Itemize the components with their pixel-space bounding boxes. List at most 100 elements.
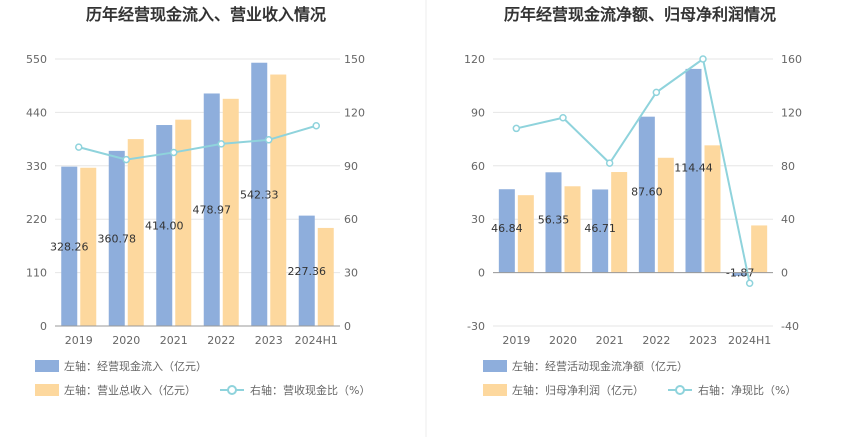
x-tick-label: 2019 — [65, 334, 93, 347]
ratio-line-group — [512, 55, 754, 288]
bar-secondary[interactable] — [317, 227, 334, 326]
bar-secondary[interactable] — [175, 119, 192, 326]
right-y-tick-label: 30 — [344, 267, 358, 280]
ratio-point[interactable] — [745, 279, 754, 288]
bar-value-label: 114.44 — [674, 162, 713, 175]
bar-secondary[interactable] — [517, 195, 534, 273]
legend: 左轴：经营现金流入（亿元） 左轴：营业总收入（亿元） 右轴：营收现金比（%） — [35, 359, 370, 397]
ratio-point[interactable] — [170, 148, 178, 157]
bar-value-label: 414.00 — [145, 220, 184, 233]
bar-primary[interactable] — [685, 68, 702, 273]
bar-primary[interactable] — [251, 62, 268, 326]
legend-label-cash-inflow[interactable]: 左轴：经营现金流入（亿元） — [64, 359, 207, 373]
bar-primary[interactable] — [638, 116, 655, 273]
bar-secondary[interactable] — [222, 98, 239, 326]
right-y-tick-label: 120 — [344, 106, 365, 119]
x-tick-label: 2023 — [255, 334, 283, 347]
x-tick-label: 2021 — [160, 334, 188, 347]
legend-swatch-cash-inflow[interactable] — [35, 360, 59, 372]
right-y-tick-label: 150 — [344, 53, 365, 66]
bar-primary[interactable] — [61, 166, 78, 326]
ratio-point[interactable] — [652, 88, 661, 97]
legend-label-net-ratio[interactable]: 右轴：净现比（%） — [698, 383, 796, 397]
bar-value-label: 542.33 — [240, 188, 279, 201]
ratio-point[interactable] — [559, 113, 567, 122]
ratio-line-group — [75, 122, 320, 164]
legend-label-net-cash-flow[interactable]: 左轴：经营活动现金流净额（亿元） — [512, 359, 688, 373]
chart-title: 历年经营现金流净额、归母净利润情况 — [504, 5, 776, 24]
bar-primary[interactable] — [498, 189, 515, 273]
ratio-point[interactable] — [699, 55, 707, 63]
x-tick-label: 2023 — [689, 334, 717, 347]
left-y-tick-label: 330 — [26, 160, 47, 173]
grid-lines — [55, 58, 340, 327]
legend-marker-ratio[interactable] — [227, 385, 237, 395]
bar-series-group — [498, 68, 768, 276]
bar-primary[interactable] — [203, 93, 220, 326]
right-y-tick-label: -40 — [781, 320, 799, 333]
legend: 左轴：经营活动现金流净额（亿元） 左轴：归母净利润（亿元） 右轴：净现比（%） — [483, 359, 796, 397]
legend-label-net-profit[interactable]: 左轴：归母净利润（亿元） — [512, 383, 644, 397]
data-labels: 328.26 360.78 414.00 478.97 542.33 227.36 — [50, 188, 326, 277]
right-y-axis: -40 0 40 80 120 160 — [781, 53, 802, 333]
ratio-point[interactable] — [122, 155, 130, 164]
bar-value-label: 478.97 — [193, 204, 232, 217]
right-y-tick-label: 90 — [344, 160, 358, 173]
bar-secondary[interactable] — [611, 172, 628, 273]
bar-secondary[interactable] — [751, 225, 768, 273]
bar-primary[interactable] — [108, 150, 125, 326]
legend-swatch-net-cash-flow[interactable] — [483, 360, 507, 372]
left-y-tick-label: 60 — [471, 160, 485, 173]
right-y-tick-label: 0 — [344, 320, 351, 333]
ratio-point[interactable] — [605, 159, 614, 167]
ratio-point[interactable] — [265, 136, 273, 144]
right-y-tick-label: 60 — [344, 213, 358, 226]
bar-secondary[interactable] — [704, 145, 721, 273]
bar-secondary[interactable] — [564, 186, 581, 273]
bar-primary[interactable] — [592, 189, 609, 273]
x-tick-label: 2024H1 — [728, 334, 771, 347]
left-y-tick-label: 0 — [478, 267, 485, 280]
left-y-tick-label: 440 — [26, 106, 47, 119]
legend-label-ratio[interactable]: 右轴：营收现金比（%） — [250, 383, 370, 397]
bar-value-label: 328.26 — [50, 240, 89, 253]
right-y-tick-label: 160 — [781, 53, 802, 66]
right-y-axis: 0 30 60 90 120 150 — [344, 53, 365, 333]
x-tick-label: 2020 — [112, 334, 140, 347]
chart-title: 历年经营现金流入、营业收入情况 — [86, 5, 326, 24]
ratio-line — [516, 57, 751, 284]
left-y-axis: -30 0 30 60 90 120 — [464, 53, 485, 333]
legend-label-revenue[interactable]: 左轴：营业总收入（亿元） — [64, 383, 196, 397]
left-y-tick-label: 30 — [471, 213, 485, 226]
ratio-line — [78, 124, 317, 161]
x-tick-label: 2022 — [207, 334, 235, 347]
bar-series-group — [61, 62, 334, 326]
legend-marker-net-ratio[interactable] — [675, 385, 685, 395]
bar-primary[interactable] — [732, 272, 749, 276]
ratio-point[interactable] — [217, 140, 225, 148]
bar-secondary[interactable] — [80, 167, 97, 326]
left-y-tick-label: 550 — [26, 53, 47, 66]
ratio-point[interactable] — [512, 124, 521, 133]
left-y-tick-label: 120 — [464, 53, 485, 66]
right-y-tick-label: 80 — [781, 160, 795, 173]
ratio-point[interactable] — [75, 143, 83, 151]
bar-value-label: 46.84 — [491, 222, 523, 235]
left-y-tick-label: -30 — [467, 320, 485, 333]
bar-primary[interactable] — [298, 215, 315, 326]
bar-primary[interactable] — [545, 172, 562, 273]
right-y-tick-label: 40 — [781, 213, 795, 226]
x-tick-label: 2020 — [549, 334, 577, 347]
bar-secondary[interactable] — [657, 157, 674, 273]
left-y-tick-label: 220 — [26, 213, 47, 226]
left-y-axis: 0 110 220 330 440 550 — [26, 53, 47, 333]
x-tick-label: 2019 — [502, 334, 530, 347]
bar-secondary[interactable] — [127, 139, 144, 326]
legend-swatch-net-profit[interactable] — [483, 384, 507, 396]
ratio-point[interactable] — [312, 122, 320, 130]
bar-primary[interactable] — [156, 125, 173, 326]
legend-swatch-revenue[interactable] — [35, 384, 59, 396]
left-y-tick-label: 90 — [471, 106, 485, 119]
